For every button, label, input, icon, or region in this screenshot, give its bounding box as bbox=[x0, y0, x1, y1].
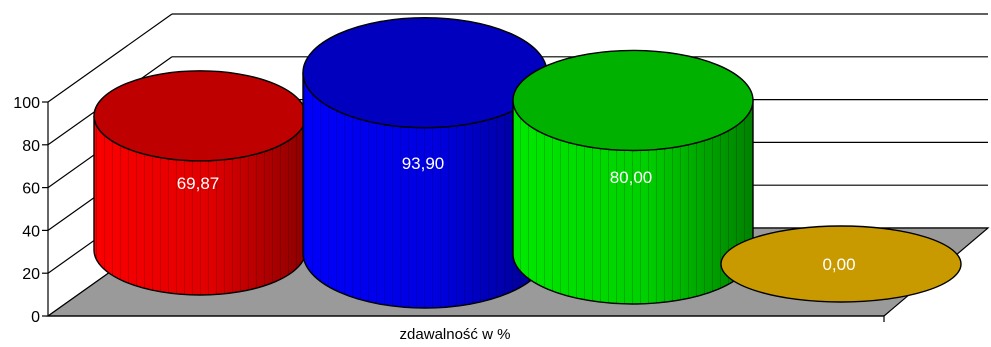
data-label: 0,00 bbox=[822, 255, 855, 274]
bar-2: 93,90 bbox=[302, 17, 548, 309]
bar-3: 80,00 bbox=[512, 49, 754, 305]
data-label: 93,90 bbox=[402, 154, 445, 173]
bar-top bbox=[93, 70, 307, 162]
y-axis: 0 20 40 60 80 100 bbox=[13, 95, 885, 326]
y-tick-label: 80 bbox=[22, 138, 40, 155]
data-label: 80,00 bbox=[610, 168, 653, 187]
bar-4: 0,00 bbox=[720, 225, 962, 303]
x-axis-label: zdawalność w % bbox=[400, 326, 511, 343]
data-label: 69,87 bbox=[177, 174, 220, 193]
y-tick-label: 100 bbox=[13, 95, 40, 112]
bar-top bbox=[302, 17, 548, 129]
y-tick-label: 20 bbox=[22, 266, 40, 283]
bar-top bbox=[720, 225, 962, 303]
bar-series: 69,87 93,90 80,00 0,00 bbox=[93, 17, 962, 309]
bar-1: 69,87 bbox=[93, 70, 307, 296]
gridline-side bbox=[47, 13, 173, 103]
y-tick-label: 60 bbox=[22, 181, 40, 198]
y-tick-label: 0 bbox=[31, 309, 40, 326]
bar-top bbox=[512, 49, 754, 152]
y-tick-label: 40 bbox=[22, 223, 40, 240]
